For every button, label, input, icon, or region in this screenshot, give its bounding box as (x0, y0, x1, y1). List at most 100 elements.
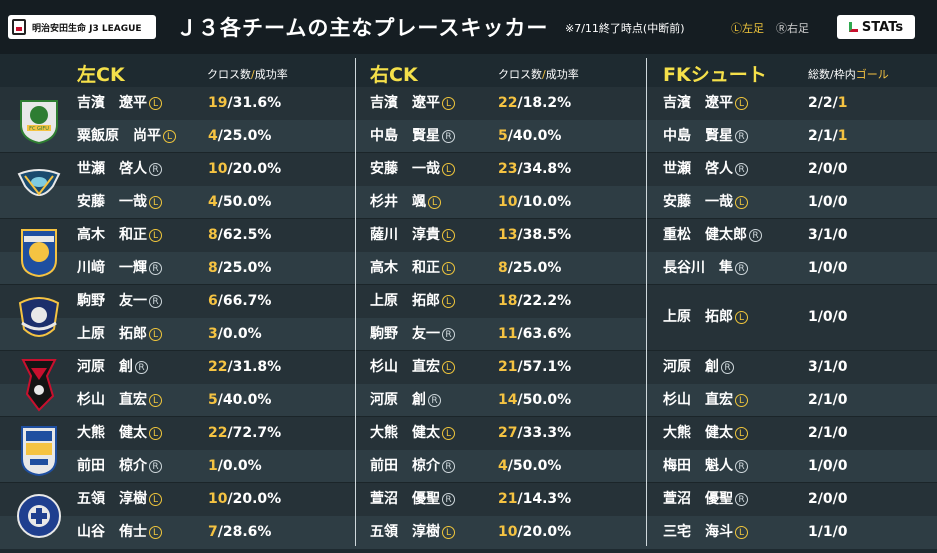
player-name: 前田 椋介 (77, 458, 147, 474)
foot-badge: R (442, 328, 455, 341)
cross-count: 11 (498, 326, 518, 342)
left-ck-player: 吉濱 遼平 L (77, 87, 162, 120)
fk-player: 安藤 一哉 L (663, 186, 748, 219)
team2-crest-icon (14, 158, 64, 214)
right-ck-stats: 27/33.3% (498, 417, 571, 450)
foot-badge: R (442, 460, 455, 473)
league-logo-text: 明治安田生命 J3 LEAGUE (32, 23, 142, 34)
foot-badge: L (442, 262, 455, 275)
foot-badge: L (149, 229, 162, 242)
fk-total-on-target: 3/1/ (808, 359, 838, 375)
fk-heading: FKシュート (663, 64, 767, 86)
foot-badge: R (149, 262, 162, 275)
cross-count: 3 (208, 326, 218, 342)
player-name: 萱沼 優聖 (370, 491, 440, 507)
fk-player: 世瀬 啓人 R (663, 153, 748, 186)
right-ck-stats: 21/57.1% (498, 351, 571, 384)
left-ck-slash: / (251, 68, 255, 81)
foot-badge: L (735, 394, 748, 407)
left-ck-heading: 左CK (77, 64, 125, 86)
table-row: 杉山 直宏 L 5/40.0% 河原 創 R 14/50.0% 杉山 直宏 L 2/1/0 (0, 384, 937, 417)
fk-stats: 1/0/0 (808, 252, 847, 285)
fk-sub2: ゴール (855, 68, 889, 81)
j-league-mark-icon (12, 19, 26, 35)
left-ck-stats: 8/25.0% (208, 252, 271, 285)
player-name: 杉山 直宏 (370, 359, 440, 375)
success-rate: /38.5% (517, 227, 572, 243)
foot-badge: R (735, 163, 748, 176)
left-ck-sub2: 成功率 (254, 68, 288, 81)
league-logo: 明治安田生命 J3 LEAGUE (8, 15, 156, 39)
fk-goals: 0 (837, 524, 848, 540)
fk-total-on-target: 3/1/ (808, 227, 838, 243)
right-ck-subheading: クロス数/成功率 (498, 66, 579, 82)
cross-count: 8 (208, 227, 218, 243)
fk-stats: 1/0/0 (808, 450, 847, 483)
stats-logo-text: STATs (861, 19, 904, 35)
success-rate: /28.6% (217, 524, 272, 540)
foot-badge: R (135, 361, 148, 374)
foot-badge: R (721, 361, 734, 374)
right-ck-stats: 10/10.0% (498, 186, 571, 219)
table-row: 五領 淳樹 L 10/20.0% 萱沼 優聖 R 21/14.3% 萱沼 優聖 R 2/0/0 (0, 483, 937, 516)
foot-badge: R (735, 130, 748, 143)
right-ck-player: 駒野 友一 R (370, 318, 455, 351)
kagoshima-united-crest-icon (14, 488, 64, 544)
team3-crest-icon (14, 224, 64, 280)
left-ck-player: 川﨑 一輝 R (77, 252, 162, 285)
cross-count: 5 (208, 392, 218, 408)
left-ck-stats: 4/50.0% (208, 186, 271, 219)
left-ck-player: 杉山 直宏 L (77, 384, 162, 417)
foot-badge: R (149, 460, 162, 473)
foot-badge: L (149, 97, 162, 110)
legend-right-foot: Ⓡ右足 (776, 22, 809, 35)
left-ck-stats: 10/20.0% (208, 483, 281, 516)
fk-stats: 1/1/0 (808, 516, 847, 549)
left-ck-player: 世瀬 啓人 R (77, 153, 162, 186)
foot-badge: R (149, 295, 162, 308)
success-rate: /0.0% (217, 458, 262, 474)
foot-badge: L (163, 130, 176, 143)
foot-badge: L (735, 526, 748, 539)
right-ck-player: 吉濱 遼平 L (370, 87, 455, 120)
fk-goals: 0 (837, 260, 848, 276)
fk-stats: 3/1/0 (808, 219, 847, 252)
left-ck-stats: 3/0.0% (208, 318, 262, 351)
left-ck-stats: 10/20.0% (208, 153, 281, 186)
foot-badge: L (149, 394, 162, 407)
foot-badge: L (735, 427, 748, 440)
cross-count: 13 (498, 227, 518, 243)
success-rate: /18.2% (517, 95, 572, 111)
player-name: 長谷川 隼 (663, 260, 733, 276)
table-row: 安藤 一哉 L 4/50.0% 杉井 颯 L 10/10.0% 安藤 一哉 L 1/0/0 (0, 186, 937, 219)
cross-count: 22 (208, 359, 228, 375)
cross-count: 1 (208, 458, 218, 474)
fk-goals: 1 (837, 95, 848, 111)
left-ck-player: 高木 和正 L (77, 219, 162, 252)
right-ck-heading: 右CK (370, 64, 418, 86)
foot-badge: R (442, 493, 455, 506)
success-rate: /40.0% (507, 128, 562, 144)
left-ck-player: 駒野 友一 R (77, 285, 162, 318)
player-name: 薩川 淳貴 (370, 227, 440, 243)
fk-player: 三宅 海斗 L (663, 516, 748, 549)
success-rate: /40.0% (217, 392, 272, 408)
player-name: 川﨑 一輝 (77, 260, 147, 276)
foot-badge: R (735, 460, 748, 473)
player-name: 重松 健太郎 (663, 227, 747, 243)
success-rate: /50.0% (217, 194, 272, 210)
fk-stats: 2/0/0 (808, 483, 847, 516)
fk-stats: 2/2/1 (808, 87, 847, 120)
right-ck-stats: 5/40.0% (498, 120, 561, 153)
success-rate: /31.8% (227, 359, 282, 375)
success-rate: /25.0% (217, 128, 272, 144)
foot-badge: L (442, 229, 455, 242)
cross-count: 7 (208, 524, 218, 540)
fk-stats: 1/0/0 (808, 301, 847, 334)
success-rate: /25.0% (507, 260, 562, 276)
success-rate: /25.0% (217, 260, 272, 276)
player-name: 吉濱 遼平 (663, 95, 733, 111)
